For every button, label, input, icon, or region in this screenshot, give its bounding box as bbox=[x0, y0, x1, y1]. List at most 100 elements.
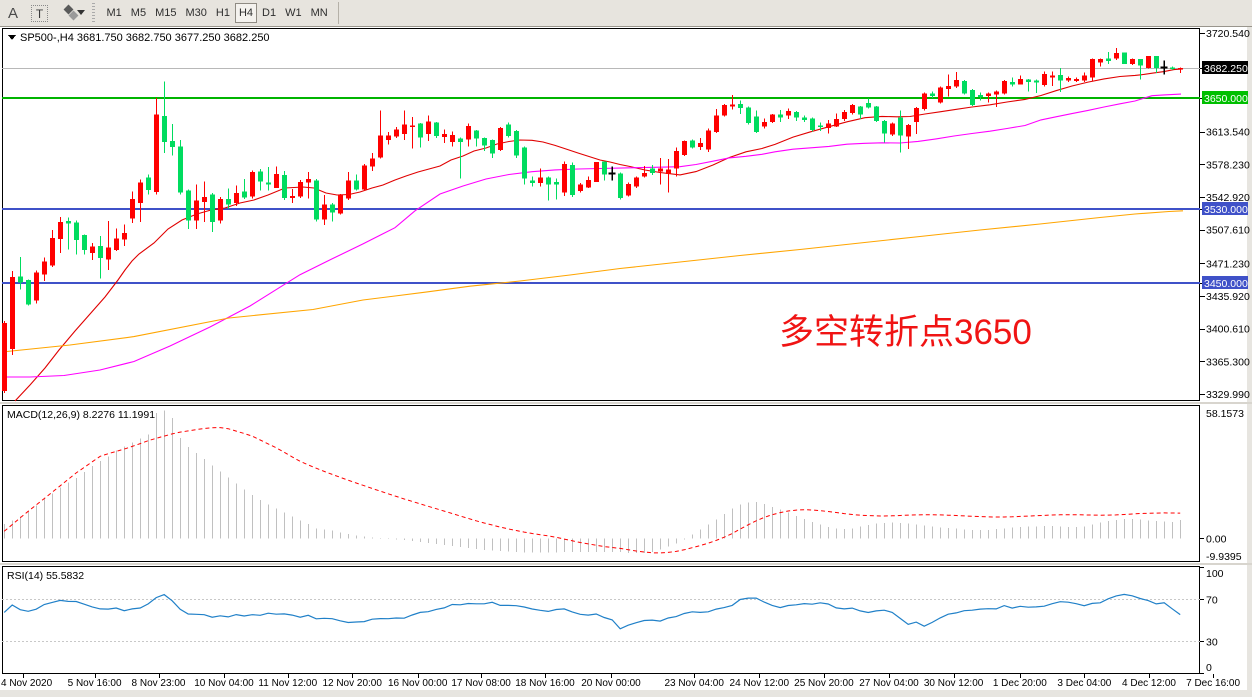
candle-body-86[interactable] bbox=[690, 140, 695, 148]
candle-body-12[interactable] bbox=[98, 245, 103, 258]
candle-body-130[interactable] bbox=[1042, 74, 1047, 86]
candle-body-113[interactable] bbox=[906, 124, 911, 137]
timeframe-button-m15[interactable]: M15 bbox=[155, 7, 177, 19]
candle-body-95[interactable] bbox=[762, 122, 767, 127]
candle-body-101[interactable] bbox=[810, 118, 815, 130]
candle-body-51[interactable] bbox=[410, 125, 415, 127]
candle-body-62[interactable] bbox=[498, 128, 503, 150]
candle-body-56[interactable] bbox=[450, 134, 455, 142]
candle-body-147[interactable] bbox=[1178, 68, 1183, 70]
timeframe-button-w1[interactable]: W1 bbox=[285, 7, 302, 19]
candle-body-67[interactable] bbox=[538, 177, 543, 184]
candle-body-36[interactable] bbox=[290, 195, 295, 198]
candle-body-125[interactable] bbox=[1002, 80, 1007, 94]
candle-body-1[interactable] bbox=[10, 276, 15, 350]
candle-body-134[interactable] bbox=[1074, 78, 1079, 82]
timeframe-button-h1[interactable]: H1 bbox=[215, 7, 230, 19]
candle-body-114[interactable] bbox=[914, 107, 919, 123]
candle-body-11[interactable] bbox=[90, 246, 95, 253]
candle-body-102[interactable] bbox=[818, 125, 823, 128]
candle-body-22[interactable] bbox=[178, 146, 183, 193]
candle-body-104[interactable] bbox=[834, 119, 839, 127]
candle-body-78[interactable] bbox=[626, 184, 631, 196]
candle-body-143[interactable] bbox=[1146, 55, 1151, 68]
toolbar-grip[interactable] bbox=[92, 3, 95, 23]
candle-body-40[interactable] bbox=[322, 204, 327, 220]
candle-body-30[interactable] bbox=[242, 191, 247, 198]
candle-body-138[interactable] bbox=[1106, 58, 1111, 61]
candle-body-29[interactable] bbox=[234, 193, 239, 204]
candle-body-13[interactable] bbox=[106, 247, 111, 260]
candle-body-109[interactable] bbox=[874, 106, 879, 121]
candle-body-110[interactable] bbox=[882, 120, 887, 134]
candle-body-112[interactable] bbox=[898, 117, 903, 136]
price-tag-3650.000[interactable] bbox=[1202, 91, 1248, 104]
candle-body-16[interactable] bbox=[130, 199, 135, 219]
candle-body-48[interactable] bbox=[386, 135, 391, 141]
shapes-tool-button[interactable] bbox=[59, 4, 85, 22]
candle-body-54[interactable] bbox=[434, 122, 439, 136]
candle-body-7[interactable] bbox=[58, 221, 63, 239]
candle-body-91[interactable] bbox=[730, 104, 735, 107]
candle-body-60[interactable] bbox=[482, 138, 487, 146]
candle-body-5[interactable] bbox=[42, 261, 47, 275]
candle-body-17[interactable] bbox=[138, 182, 143, 204]
candle-body-39[interactable] bbox=[314, 180, 319, 220]
candle-body-26[interactable] bbox=[210, 194, 215, 222]
candle-body-82[interactable] bbox=[658, 168, 663, 172]
candle-body-24[interactable] bbox=[194, 200, 199, 221]
candle-body-89[interactable] bbox=[714, 115, 719, 133]
candle-body-90[interactable] bbox=[722, 104, 727, 116]
candle-body-79[interactable] bbox=[634, 177, 639, 187]
candle-body-20[interactable] bbox=[162, 116, 167, 143]
candle-body-106[interactable] bbox=[850, 104, 855, 113]
candle-body-15[interactable] bbox=[122, 233, 127, 240]
candle-body-107[interactable] bbox=[858, 106, 863, 115]
candle-body-10[interactable] bbox=[82, 234, 87, 250]
symbol-dropdown-icon[interactable] bbox=[8, 35, 16, 40]
candle-body-44[interactable] bbox=[354, 180, 359, 190]
candle-body-132[interactable] bbox=[1058, 74, 1063, 81]
candle-body-140[interactable] bbox=[1122, 52, 1127, 64]
candle-body-3[interactable] bbox=[26, 280, 31, 305]
candle-body-32[interactable] bbox=[258, 171, 263, 182]
candle-body-46[interactable] bbox=[370, 158, 375, 167]
candle-body-64[interactable] bbox=[514, 130, 519, 156]
candle-body-126[interactable] bbox=[1010, 81, 1015, 85]
candle-body-122[interactable] bbox=[978, 94, 983, 98]
candle-body-105[interactable] bbox=[842, 111, 847, 120]
candle-body-45[interactable] bbox=[362, 165, 367, 190]
price-tag-3682.250[interactable] bbox=[1202, 61, 1248, 75]
candle-body-6[interactable] bbox=[50, 238, 55, 266]
timeframe-button-h4[interactable]: H4 bbox=[234, 3, 257, 23]
candle-body-81[interactable] bbox=[650, 168, 655, 173]
candle-body-71[interactable] bbox=[570, 164, 575, 195]
candle-body-8[interactable] bbox=[66, 221, 71, 224]
chart-canvas[interactable]: 3720.540 3613.540 3578.230 3542.920 3507.610… bbox=[0, 27, 1252, 697]
candle-body-59[interactable] bbox=[474, 130, 479, 139]
candle-body-43[interactable] bbox=[346, 180, 351, 199]
candle-body-98[interactable] bbox=[786, 111, 791, 116]
candle-body-2[interactable] bbox=[18, 276, 23, 283]
candle-body-133[interactable] bbox=[1066, 78, 1071, 81]
candle-body-33[interactable] bbox=[266, 182, 271, 185]
candle-body-128[interactable] bbox=[1026, 79, 1031, 82]
candle-body-27[interactable] bbox=[218, 198, 223, 221]
candle-body-72[interactable] bbox=[578, 184, 583, 192]
timeframe-button-d1[interactable]: D1 bbox=[262, 7, 277, 19]
candle-body-23[interactable] bbox=[186, 190, 191, 221]
candle-body-77[interactable] bbox=[618, 173, 623, 199]
candle-body-38[interactable] bbox=[306, 179, 311, 183]
timeframe-button-mn[interactable]: MN bbox=[310, 7, 328, 19]
candle-body-65[interactable] bbox=[522, 147, 527, 179]
candle-body-88[interactable] bbox=[706, 130, 711, 150]
candle-body-103[interactable] bbox=[826, 123, 831, 129]
candle-body-84[interactable] bbox=[674, 151, 679, 169]
candle-body-141[interactable] bbox=[1130, 59, 1135, 64]
candle-body-49[interactable] bbox=[394, 129, 399, 137]
candle-body-136[interactable] bbox=[1090, 59, 1095, 78]
candle-body-47[interactable] bbox=[378, 135, 383, 158]
candle-body-34[interactable] bbox=[274, 173, 279, 189]
candle-body-80[interactable] bbox=[642, 172, 647, 177]
candle-body-57[interactable] bbox=[458, 138, 463, 142]
